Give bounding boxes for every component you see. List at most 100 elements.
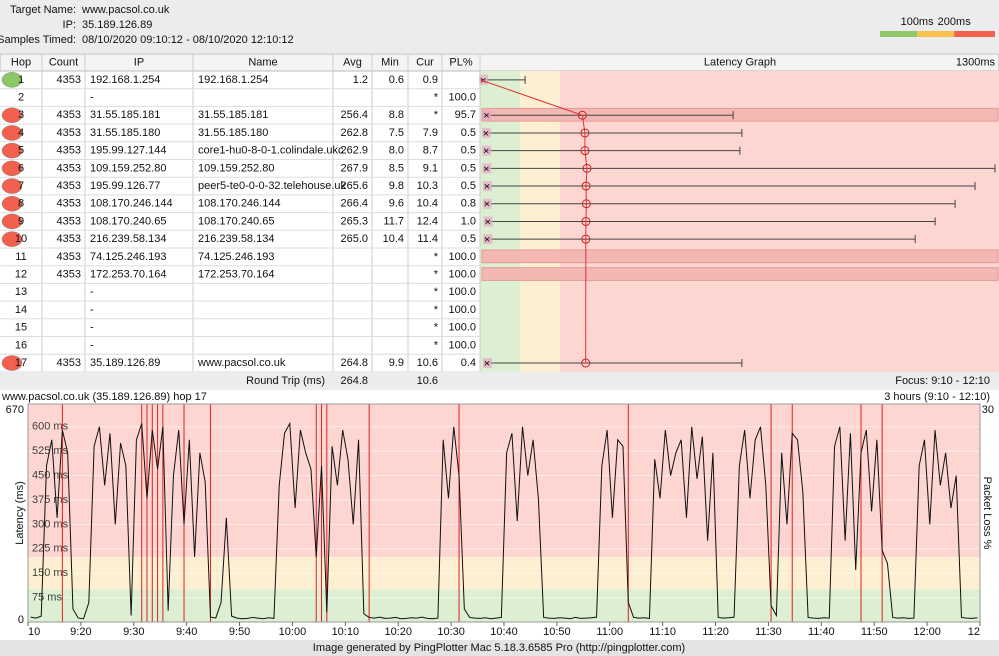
cell: 9.8 — [389, 180, 404, 192]
cell: 108.170.240.65 — [90, 215, 166, 227]
min-box — [482, 181, 492, 192]
x-tick-label: 9:30 — [123, 626, 144, 638]
x-tick-label: 10:00 — [279, 626, 307, 638]
loss-bar — [481, 107, 999, 122]
hop-badge — [1, 160, 23, 177]
cell: * — [434, 304, 439, 316]
cell: 7 — [18, 180, 24, 192]
latency-trace — [30, 421, 978, 620]
cell: 4353 — [57, 198, 81, 210]
hop-badge — [1, 355, 23, 371]
target-label: Target Name: — [10, 4, 76, 16]
cell: 216.239.58.134 — [90, 233, 166, 245]
cell: 195.99.127.144 — [90, 145, 166, 157]
credits-bg — [0, 640, 999, 656]
cell: 256.4 — [340, 109, 368, 121]
x-tick-label: 11:20 — [702, 626, 729, 638]
cell: 266.4 — [340, 198, 368, 210]
cell: - — [90, 304, 94, 316]
cell: 262.9 — [340, 145, 368, 157]
min-mark: × — [483, 110, 489, 122]
cell: 11.7 — [383, 215, 404, 227]
cell: 8.0 — [389, 145, 404, 157]
avg-marker — [581, 181, 591, 191]
avg-marker — [581, 358, 591, 368]
cell: 31.55.185.181 — [90, 109, 160, 121]
min-mark: × — [484, 181, 490, 193]
legend-swatch — [954, 31, 995, 37]
y2-max: 30 — [982, 404, 994, 416]
cell: 0.5 — [461, 162, 476, 174]
cell: 1.0 — [461, 215, 476, 227]
avg-marker — [581, 216, 591, 226]
cell: 100.0 — [448, 322, 476, 334]
cell: 1.2 — [353, 74, 368, 86]
cell: 8 — [18, 198, 24, 210]
cell: 9.1 — [423, 162, 438, 174]
cell: 0.6 — [389, 74, 404, 86]
roundtrip-cur: 10.6 — [417, 375, 438, 387]
ip-label: IP: — [63, 19, 76, 31]
cell: 9.6 — [389, 198, 404, 210]
legend-swatch — [880, 31, 918, 37]
cell: 109.159.252.80 — [90, 162, 166, 174]
cell: * — [434, 322, 439, 334]
cell: 7.9 — [423, 127, 438, 139]
x-tick-label: 10 — [28, 626, 40, 638]
cell: - — [90, 322, 94, 334]
cell: - — [90, 91, 94, 103]
target: www.pacsol.co.uk — [81, 4, 170, 16]
timeline-zone — [28, 589, 980, 622]
cell: 265.3 — [340, 215, 368, 227]
cell: 7.5 — [389, 127, 404, 139]
cell: 17 — [15, 357, 27, 369]
cell: core1-hu0-8-0-1.colindale.ukc — [198, 145, 344, 157]
cell: 100.0 — [448, 268, 476, 280]
column-header: PL% — [449, 56, 472, 68]
cell: 35.189.126.89 — [90, 357, 160, 369]
cell: 8.8 — [389, 109, 404, 121]
avg-line — [480, 79, 588, 364]
cell: 100.0 — [448, 304, 476, 316]
cell: 10 — [15, 233, 27, 245]
x-tick-label: 11:50 — [861, 626, 888, 638]
cell: 74.125.246.193 — [90, 251, 166, 263]
cell: 12.4 — [417, 215, 438, 227]
y-tick-label: 600 ms — [32, 421, 69, 433]
cell: 172.253.70.164 — [90, 268, 166, 280]
cell: 4353 — [57, 74, 81, 86]
cell: 74.125.246.193 — [198, 251, 274, 263]
y-tick-label: 300 ms — [32, 518, 69, 530]
cell: 4353 — [57, 268, 81, 280]
avg-marker — [581, 199, 591, 209]
legend-label: 200ms — [938, 16, 972, 28]
cell: 11.4 — [417, 233, 438, 245]
cell: 108.170.240.65 — [198, 215, 274, 227]
cell: 262.8 — [340, 127, 368, 139]
hop-badge — [1, 107, 23, 123]
cell: 192.168.1.254 — [198, 74, 268, 86]
x-tick-label: 11:00 — [596, 626, 623, 638]
cell: 31.55.185.180 — [90, 127, 160, 139]
x-tick-label: 11:40 — [808, 626, 835, 638]
cell: 265.6 — [340, 180, 368, 192]
y-tick-label: 375 ms — [32, 494, 69, 506]
cell: 216.239.58.134 — [198, 233, 274, 245]
graph-header: Latency Graph — [704, 56, 776, 68]
min-box — [482, 163, 492, 174]
roundtrip-avg: 264.8 — [340, 375, 368, 387]
legend-swatch — [917, 31, 955, 37]
column-header: Cur — [416, 56, 434, 68]
hop-badge — [1, 231, 23, 247]
cell: 2 — [18, 91, 24, 103]
x-tick-label: 11:10 — [649, 626, 676, 638]
cell: 0.5 — [461, 233, 476, 245]
x-tick-label: 10:30 — [437, 626, 465, 638]
cell: 15 — [15, 322, 27, 334]
cell: 4353 — [57, 145, 81, 157]
column-header: Min — [381, 56, 399, 68]
cell: 14 — [15, 304, 27, 316]
cell: 0.5 — [461, 127, 476, 139]
cell: 10.6 — [417, 357, 438, 369]
